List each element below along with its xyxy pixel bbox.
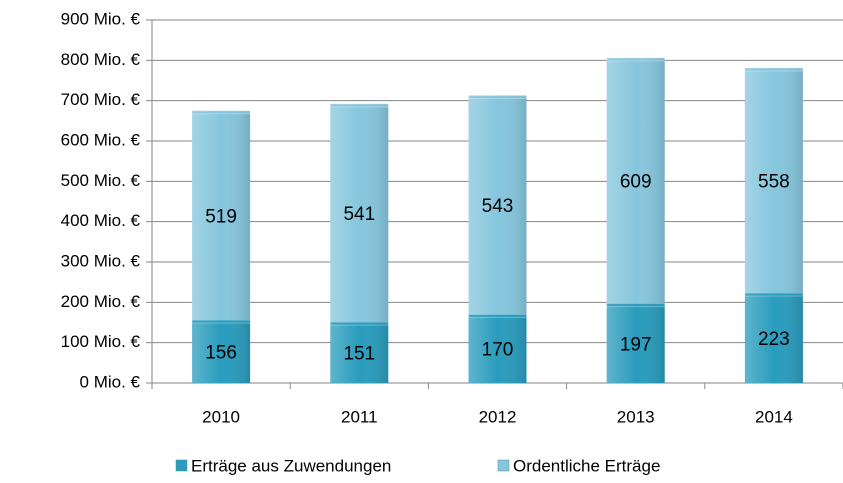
- y-tick-label: 300 Mio. €: [61, 251, 141, 270]
- x-tick-label: 2014: [755, 407, 793, 426]
- y-tick-label: 100 Mio. €: [61, 332, 141, 351]
- y-tick-label: 800 Mio. €: [61, 50, 141, 69]
- data-label: 223: [758, 329, 790, 350]
- legend-marker: [175, 459, 188, 472]
- bar-shine: [468, 95, 527, 315]
- y-tick-label: 500 Mio. €: [61, 171, 141, 190]
- bar-shine: [192, 320, 251, 383]
- bar-shine: [330, 322, 389, 383]
- bar-shine: [606, 303, 665, 383]
- bar-shine: [606, 57, 665, 304]
- bar-top: [468, 94, 527, 99]
- bar-top: [606, 57, 666, 62]
- legend-marker: [497, 459, 510, 472]
- bar-shine: [468, 314, 527, 383]
- y-tick-label: 400 Mio. €: [61, 211, 141, 230]
- bar-shine: [192, 110, 251, 321]
- y-tick-label: 600 Mio. €: [61, 130, 141, 149]
- y-tick-label: 900 Mio. €: [61, 9, 141, 28]
- x-tick-label: 2011: [341, 407, 378, 426]
- bar-top: [744, 67, 804, 72]
- data-label: 541: [343, 204, 375, 225]
- y-tick-label: 700 Mio. €: [61, 90, 141, 109]
- bar-top: [191, 319, 251, 324]
- bar-shine: [744, 293, 803, 383]
- y-tick-label: 0 Mio. €: [80, 372, 141, 391]
- x-tick-label: 2012: [479, 407, 517, 426]
- data-label: 543: [482, 196, 514, 217]
- bar-top: [329, 103, 389, 108]
- data-label: 197: [620, 334, 652, 355]
- bar-top: [468, 313, 527, 318]
- bar-shine: [744, 67, 803, 294]
- data-label: 170: [482, 340, 514, 361]
- bar-shine: [330, 103, 389, 323]
- data-label: 519: [205, 206, 237, 227]
- data-label: 609: [620, 172, 652, 193]
- data-label: 156: [205, 343, 237, 364]
- x-tick-label: 2013: [617, 407, 655, 426]
- bar-top: [329, 321, 389, 326]
- legend-label: Ordentliche Erträge: [513, 456, 660, 475]
- bar-top: [744, 292, 804, 297]
- data-label: 558: [758, 172, 790, 193]
- legend-label: Erträge aus Zuwendungen: [191, 456, 391, 475]
- bar-top: [191, 110, 251, 115]
- data-label: 151: [343, 344, 375, 365]
- x-tick-label: 2010: [202, 407, 240, 426]
- y-tick-label: 200 Mio. €: [61, 292, 141, 311]
- bar-top: [606, 303, 666, 308]
